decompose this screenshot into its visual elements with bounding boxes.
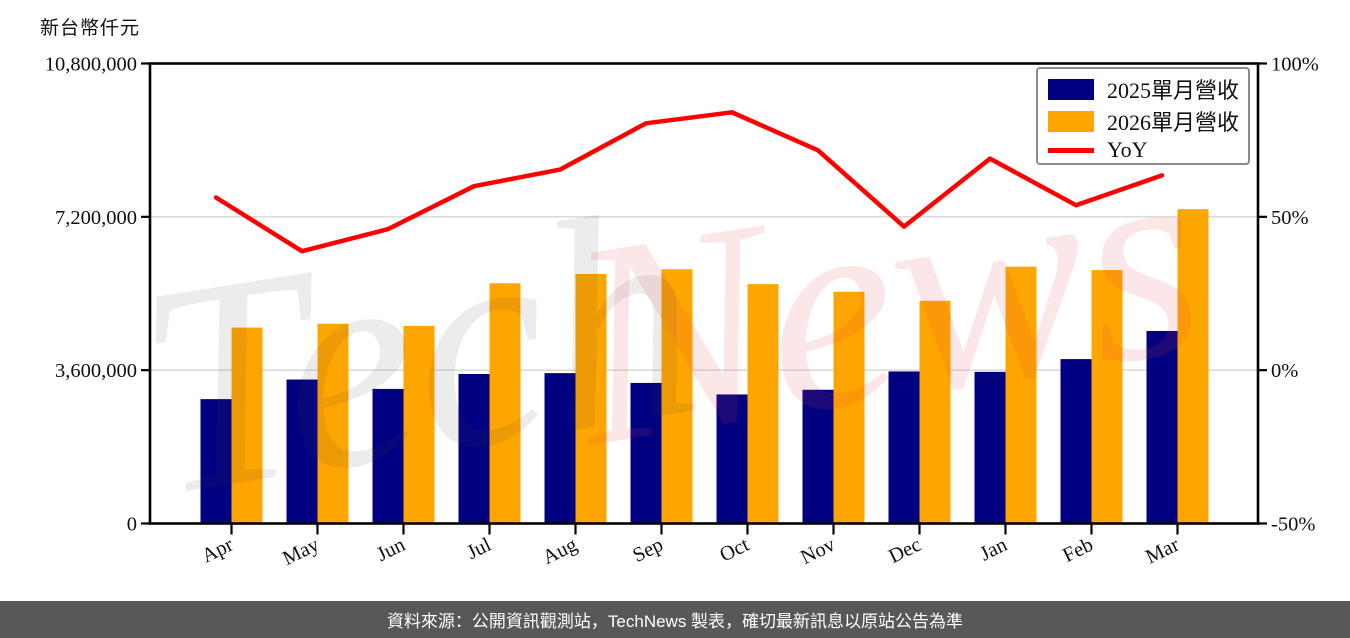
bar-2025-Mar <box>1146 330 1178 524</box>
bar-2025-Jan <box>974 371 1006 524</box>
bar-2025-Jun <box>372 388 404 524</box>
legend-item-yoy: YoY <box>1048 137 1242 163</box>
bar-2026-Mar <box>1177 209 1209 524</box>
left-tick-label: 10,800,000 <box>45 54 137 76</box>
right-tick-label: 0% <box>1271 360 1298 382</box>
x-tick-label-Aug: Aug <box>539 534 580 569</box>
bar-2025-Sep <box>630 382 662 524</box>
right-tick-label: 100% <box>1271 54 1319 76</box>
revenue-yoy-chart: TechNews03,600,0007,200,00010,800,000-50… <box>45 54 1319 570</box>
yoy-line <box>213 110 1165 254</box>
legend-swatch-yoy-line <box>1048 147 1094 153</box>
bar-2026-Jan <box>1005 266 1037 524</box>
x-tick-label-Feb: Feb <box>1059 534 1096 567</box>
legend-swatch-2026 <box>1048 110 1094 132</box>
x-tick-label-Jun: Jun <box>373 534 408 566</box>
bar-2025-Oct <box>716 394 748 524</box>
bar-2026-Oct <box>747 284 779 524</box>
y-axis-unit-label: 新台幣仟元 <box>40 18 141 39</box>
bar-2026-Nov <box>833 291 865 524</box>
source-footer-text: 資料來源：公開資訊觀測站，TechNews 製表，確切最新訊息以原站公告為準 <box>386 612 964 631</box>
legend-swatch-2025 <box>1048 78 1094 100</box>
bar-2026-Feb <box>1091 270 1123 524</box>
plot-frame <box>148 62 1260 525</box>
bar-2026-Apr <box>231 327 263 524</box>
x-tick-label-Sep: Sep <box>629 534 666 567</box>
bar-2026-Jun <box>403 325 435 524</box>
source-footer: 資料來源：公開資訊觀測站，TechNews 製表，確切最新訊息以原站公告為準 <box>0 601 1350 638</box>
x-tick-label-Mar: Mar <box>1142 534 1182 569</box>
bar-2026-May <box>317 323 349 524</box>
bar-2025-Feb <box>1060 359 1092 524</box>
bar-2026-Sep <box>661 269 693 524</box>
x-tick-label-Jan: Jan <box>976 534 1010 566</box>
legend-item-2025: 2025單月營收 <box>1048 73 1242 105</box>
legend-label-2026: 2026單月營收 <box>1107 110 1240 135</box>
bar-2026-Dec <box>919 300 951 524</box>
bar-2025-Dec <box>888 371 920 524</box>
left-tick-label: 3,600,000 <box>55 360 137 382</box>
right-tick-label: 50% <box>1271 207 1309 229</box>
legend-item-2026: 2026單月營收 <box>1048 105 1242 137</box>
bar-2025-May <box>286 379 318 524</box>
bar-2025-Jul <box>458 374 490 524</box>
legend-label-yoy: YoY <box>1107 137 1148 162</box>
x-tick-label-Oct: Oct <box>716 534 753 567</box>
right-tick-label: -50% <box>1271 514 1315 536</box>
bar-2026-Jul <box>489 283 521 524</box>
left-tick-label: 0 <box>127 514 137 536</box>
legend-label-2025: 2025單月營收 <box>1107 78 1240 103</box>
bar-2025-Nov <box>802 389 834 524</box>
bar-2025-Aug <box>544 373 576 524</box>
x-tick-label-Dec: Dec <box>885 534 924 568</box>
bar-2025-Apr <box>200 399 232 524</box>
x-tick-label-Nov: Nov <box>797 533 839 569</box>
bar-2026-Aug <box>575 273 607 524</box>
x-tick-label-Jul: Jul <box>464 534 495 564</box>
chart-legend: 2025單月營收 2026單月營收 YoY <box>1036 67 1250 165</box>
left-tick-label: 7,200,000 <box>55 207 137 229</box>
